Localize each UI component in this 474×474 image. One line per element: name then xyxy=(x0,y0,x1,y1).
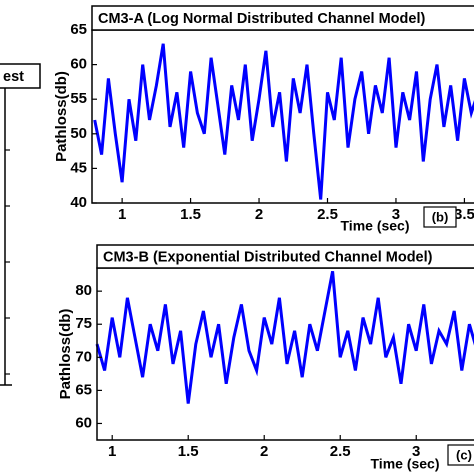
left-panel-ticks xyxy=(5,149,10,375)
y-tick-label: 55 xyxy=(70,90,87,107)
y-tick-label: 75 xyxy=(75,315,92,332)
y-tick-label: 40 xyxy=(70,194,87,211)
chart-title: CM3-A (Log Normal Distributed Channel Mo… xyxy=(98,11,425,27)
x-tick-label: 2.5 xyxy=(317,206,338,223)
x-axis-label: Time (sec) xyxy=(371,456,440,472)
panel-label: (c) xyxy=(456,447,472,462)
y-tick-label: 65 xyxy=(70,21,87,38)
y-tick-label: 70 xyxy=(75,348,92,365)
x-tick-label: 3 xyxy=(392,206,400,223)
y-tick-label: 60 xyxy=(75,414,92,431)
x-tick-label: 2 xyxy=(255,206,263,223)
panel-label-box xyxy=(447,444,474,466)
title-box xyxy=(96,244,474,269)
x-tick-label: 1 xyxy=(108,443,116,460)
title-box xyxy=(91,5,474,31)
x-tick-label: 3 xyxy=(412,443,420,460)
panel-label-box xyxy=(423,206,457,228)
left-panel-title-box xyxy=(0,63,41,89)
y-axis-label: Pathloss(db) xyxy=(53,71,70,162)
y-tick-label: 65 xyxy=(75,381,92,398)
y-tick-label: 60 xyxy=(70,56,87,73)
y-axis-label: Pathloss(db) xyxy=(57,309,74,400)
y-tick-label: 45 xyxy=(70,159,87,176)
panel-label: (b) xyxy=(432,209,449,224)
y-tick-label: 50 xyxy=(70,125,87,142)
x-tick-label: 2 xyxy=(260,443,268,460)
x-tick-label: 2.5 xyxy=(330,443,351,460)
x-tick-label: 1.5 xyxy=(180,206,201,223)
x-tick-label: 1 xyxy=(118,206,126,223)
x-axis-label: Time (sec) xyxy=(341,218,410,234)
y-tick-label: 80 xyxy=(75,282,92,299)
left-panel-title: est xyxy=(3,69,24,85)
x-tick-label: 1.5 xyxy=(178,443,199,460)
data-line xyxy=(95,271,474,404)
x-tick-label: 3.5 xyxy=(454,206,474,223)
data-line xyxy=(93,43,474,200)
chart-title: CM3-B (Exponential Distributed Channel M… xyxy=(103,249,433,265)
